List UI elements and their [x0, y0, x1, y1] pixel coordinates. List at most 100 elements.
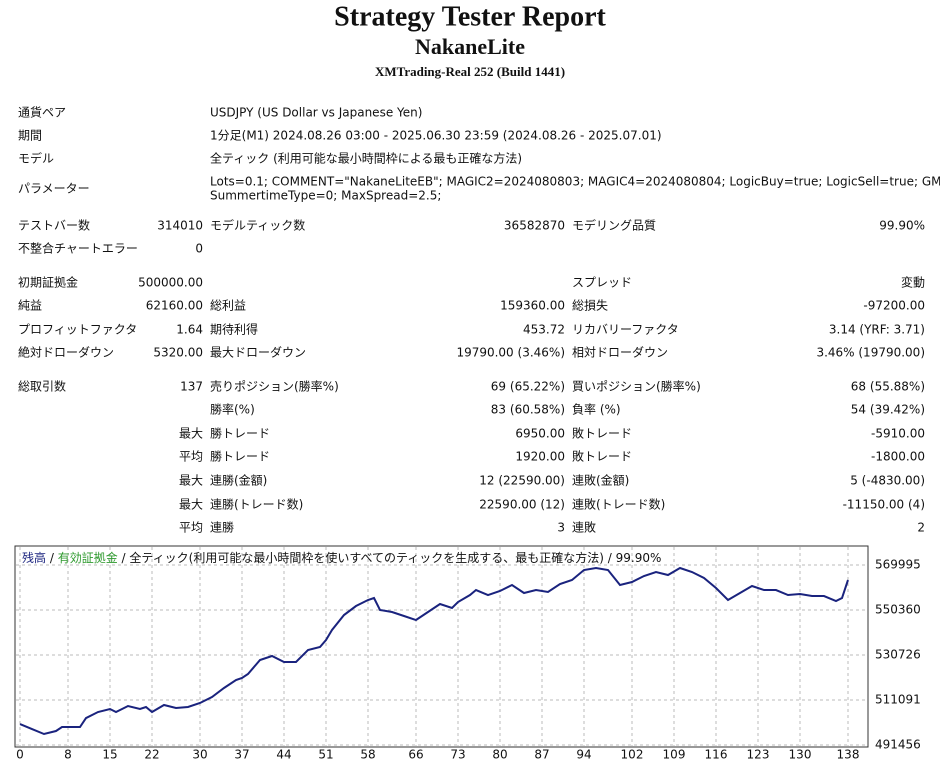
stat-value: -11150.00 (4)	[843, 498, 925, 512]
stat-label: 敗トレード	[572, 426, 632, 441]
balance-line	[19, 566, 849, 736]
x-tick-label: 80	[492, 748, 507, 762]
info-value: 1分足(M1) 2024.08.26 03:00 - 2025.06.30 23…	[210, 129, 662, 143]
stat-value: 453.72	[523, 323, 565, 337]
info-label: モデル	[18, 151, 54, 166]
legend-equity: 有効証拠金	[58, 550, 118, 565]
stat-label: 勝率(%)	[210, 402, 255, 417]
stat-value: 68 (55.88%)	[851, 380, 925, 394]
stat-value: 最大	[179, 498, 203, 512]
stat-value: 83 (60.58%)	[491, 403, 565, 417]
info-value: 全ティック (利用可能な最小時間枠による最も正確な方法)	[210, 151, 522, 166]
x-tick-label: 109	[663, 748, 686, 762]
stat-value: 3.14 (YRF: 3.71)	[829, 323, 925, 337]
stat-label: 絶対ドローダウン	[18, 345, 114, 360]
stat-value: 159360.00	[500, 299, 565, 313]
legend-separator: /	[118, 551, 130, 565]
stat-label: 連敗(金額)	[572, 473, 629, 488]
stat-label: テストバー数	[18, 218, 90, 233]
x-tick-label: 123	[747, 748, 770, 762]
x-tick-label: 138	[837, 748, 860, 762]
x-tick-label: 0	[16, 748, 24, 762]
stat-label: 最大ドローダウン	[210, 345, 306, 360]
stat-value: 36582870	[504, 219, 565, 233]
server-name: XMTrading-Real 252 (Build 1441)	[375, 64, 565, 79]
legend-balance: 残高	[22, 550, 46, 565]
x-tick-label: 94	[576, 748, 591, 762]
stat-value: 69 (65.22%)	[491, 380, 565, 394]
stat-label: 総取引数	[18, 379, 66, 394]
stat-value: 変動	[901, 275, 925, 290]
info-value: USDJPY (US Dollar vs Japanese Yen)	[210, 106, 422, 120]
info-value: Lots=0.1; COMMENT="NakaneLiteEB"; MAGIC2…	[210, 175, 940, 189]
stat-label: 連勝(金額)	[210, 473, 267, 488]
stat-label: モデリング品質	[572, 218, 656, 233]
legend-note: 全ティック(利用可能な最小時間枠を使いすべてのティックを生成する、最も正確な方法…	[129, 550, 661, 565]
info-label: パラメーター	[18, 182, 90, 196]
stat-value: 19790.00 (3.46%)	[456, 346, 565, 360]
stat-value: 314010	[157, 219, 203, 233]
stat-label: 敗トレード	[572, 449, 632, 464]
stat-value: 最大	[179, 427, 203, 441]
report-title: Strategy Tester Report	[334, 1, 606, 32]
x-tick-label: 15	[102, 748, 117, 762]
info-value: SummertimeType=0; MaxSpread=2.5;	[210, 189, 441, 203]
x-tick-label: 22	[144, 748, 159, 762]
x-tick-label: 51	[318, 748, 333, 762]
stat-value: 137	[180, 380, 203, 394]
x-tick-label: 44	[276, 748, 291, 762]
x-tick-label: 73	[450, 748, 465, 762]
x-tick-label: 102	[621, 748, 644, 762]
stat-label: 総利益	[210, 299, 246, 313]
expert-name: NakaneLite	[415, 34, 525, 59]
stat-label: 期待利得	[210, 322, 258, 337]
stat-value: 99.90%	[879, 219, 925, 233]
info-label: 期間	[18, 129, 42, 143]
x-tick-label: 58	[360, 748, 375, 762]
x-tick-label: 30	[192, 748, 207, 762]
stat-value: 3	[557, 521, 565, 535]
y-tick-label: 550360	[875, 603, 921, 617]
stat-label: 連勝	[210, 520, 234, 535]
stat-label: 純益	[18, 299, 42, 313]
stat-label: リカバリーファクタ	[572, 323, 679, 337]
stat-value: 6950.00	[515, 427, 565, 441]
info-label: 通貨ペア	[18, 105, 66, 120]
stat-value: 1.64	[176, 323, 203, 337]
stat-label: 負率 (%)	[572, 402, 621, 417]
x-tick-label: 37	[234, 748, 249, 762]
stat-value: 5 (-4830.00)	[850, 474, 925, 488]
stat-value: 54 (39.42%)	[851, 403, 925, 417]
stat-value: 12 (22590.00)	[479, 474, 565, 488]
stat-label: 買いポジション(勝率%)	[572, 379, 701, 394]
stat-label: モデルティック数	[210, 218, 305, 233]
stat-label: 初期証拠金	[18, 275, 78, 290]
stat-label: 連勝(トレード数)	[210, 497, 303, 512]
legend: 残高 / 有効証拠金 / 全ティック(利用可能な最小時間枠を使いすべてのティック…	[22, 550, 661, 565]
stat-value: 5320.00	[153, 346, 203, 360]
stat-label: 相対ドローダウン	[572, 345, 668, 360]
stat-label: 勝トレード	[210, 449, 270, 464]
stat-value: 0	[195, 242, 203, 256]
stat-value: -97200.00	[863, 299, 925, 313]
x-tick-label: 66	[408, 748, 423, 762]
stat-value: -5910.00	[871, 427, 925, 441]
stat-value: 平均	[179, 450, 203, 464]
stat-value: 22590.00 (12)	[479, 498, 565, 512]
stat-value: -1800.00	[871, 450, 925, 464]
x-tick-label: 87	[534, 748, 549, 762]
stat-label: プロフィットファクタ	[18, 323, 137, 337]
stat-label: 売りポジション(勝率%)	[210, 379, 339, 394]
stat-value: 1920.00	[515, 450, 565, 464]
y-tick-label: 569995	[875, 558, 921, 572]
x-tick-label: 8	[64, 748, 72, 762]
x-tick-label: 116	[705, 748, 728, 762]
y-tick-label: 530726	[875, 647, 921, 661]
stat-label: 連敗(トレード数)	[572, 497, 665, 512]
stat-value: 500000.00	[138, 276, 203, 290]
stat-value: 3.46% (19790.00)	[816, 346, 925, 360]
stat-label: 連敗	[572, 520, 596, 535]
stat-label: 勝トレード	[210, 426, 270, 441]
stat-label: 総損失	[572, 298, 608, 313]
y-tick-label: 491456	[875, 738, 921, 752]
